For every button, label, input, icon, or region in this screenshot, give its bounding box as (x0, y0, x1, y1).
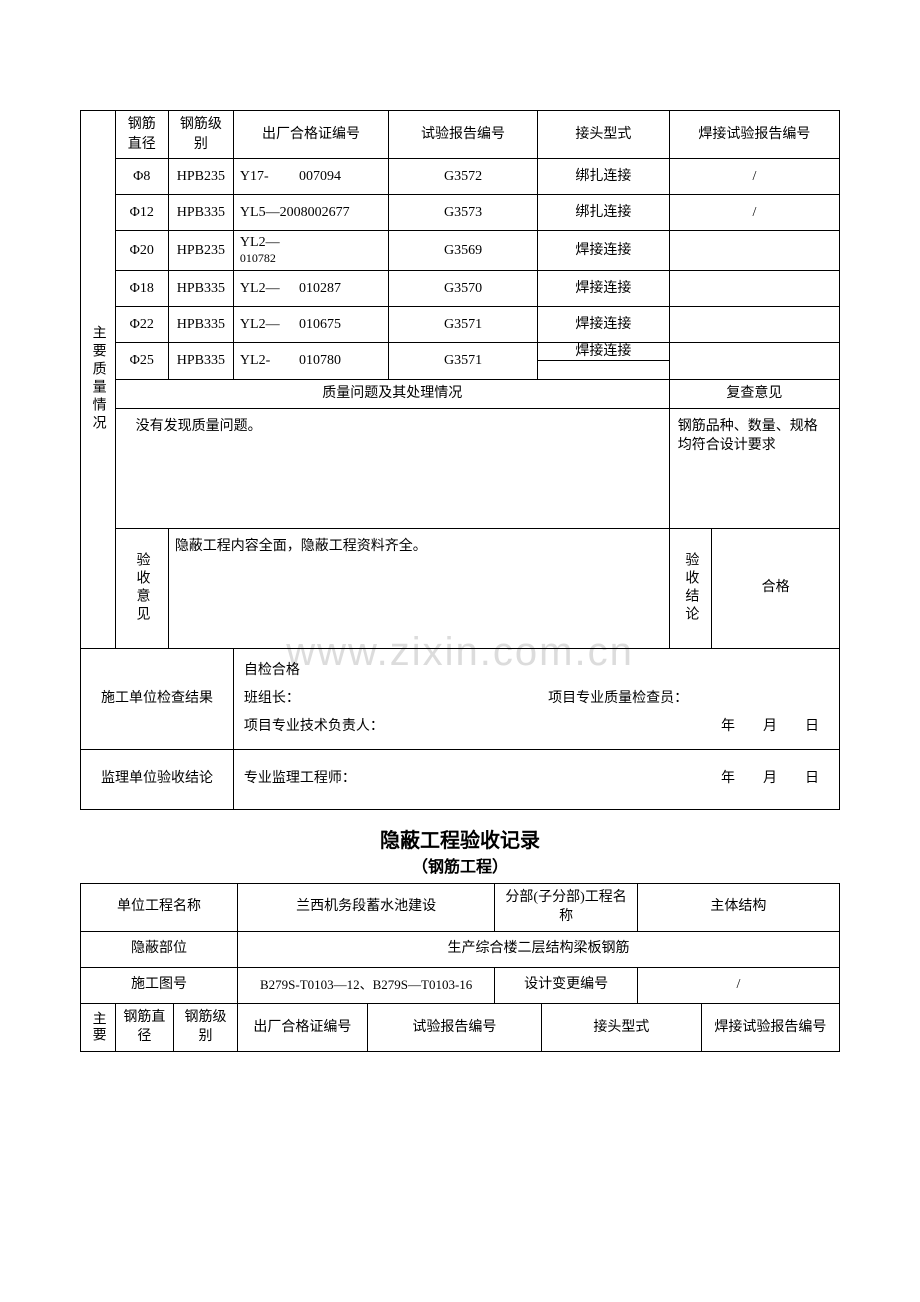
issue-header: 质量问题及其处理情况 (115, 379, 669, 408)
t2-r3c3: 设计变更编号 (495, 967, 638, 1003)
cell: HPB335 (168, 270, 233, 306)
t2-r1c4: 主体结构 (637, 883, 839, 931)
cell: 绑扎连接 (537, 195, 669, 231)
col-diameter: 钢筋直径 (115, 111, 168, 159)
cell: HPB335 (168, 342, 233, 379)
review-header: 复查意见 (669, 379, 839, 408)
data-row: Φ25 HPB335 YL2- 010780 G3571 焊接连接 (81, 342, 840, 379)
sig2-label: 监理单位验收结论 (81, 749, 234, 809)
sig2-body: 专业监理工程师：年 月 日 (233, 749, 839, 809)
t2-r1c2: 兰西机务段蓄水池建设 (237, 883, 494, 931)
data-row: Φ22 HPB335 YL2— 010675 G3571 焊接连接 (81, 306, 840, 342)
cell (669, 270, 839, 306)
col-joint: 接头型式 (537, 111, 669, 159)
cell: Φ12 (115, 195, 168, 231)
cell: YL5—2008002677 (233, 195, 388, 231)
col-weld: 焊接试验报告编号 (669, 111, 839, 159)
opinion-text: 隐蔽工程内容全面，隐蔽工程资料齐全。 (168, 528, 669, 648)
cell: YL2—010782 (233, 231, 293, 271)
data-row: Φ18 HPB335 YL2— 010287 G3570 焊接连接 (81, 270, 840, 306)
side-label-opinion: 验收意见 (115, 528, 168, 648)
info-table: 单位工程名称 兰西机务段蓄水池建设 分部(子分部)工程名称 主体结构 隐蔽部位 … (80, 883, 840, 1052)
doc-subtitle: （钢筋工程） (80, 853, 840, 877)
cell: / (669, 195, 839, 231)
quality-table: 主要质量情况 钢筋直径 钢筋级别 出厂合格证编号 试验报告编号 接头型式 焊接试… (80, 110, 840, 810)
t2-h1: 钢筋直径 (115, 1003, 173, 1051)
cell (669, 342, 839, 379)
cell: 焊接连接 (537, 342, 669, 379)
side-label-quality: 主要质量情况 (81, 111, 116, 649)
col-grade: 钢筋级别 (168, 111, 233, 159)
sig1-label: 施工单位检查结果 (81, 648, 234, 749)
cell: 绑扎连接 (537, 159, 669, 195)
t2-r2c2: 生产综合楼二层结构梁板钢筋 (237, 931, 839, 967)
cell: 焊接连接 (537, 306, 669, 342)
cell: HPB235 (168, 159, 233, 195)
cell: 焊接连接 (537, 231, 669, 271)
conclusion-label: 验收结论 (669, 528, 712, 648)
cell: Φ25 (115, 342, 168, 379)
cell: YL2— (233, 306, 293, 342)
cell (293, 231, 389, 271)
cell: HPB335 (168, 306, 233, 342)
sig1-body: 自检合格 班组长：项目专业质量检查员： 项目专业技术负责人：年 月 日 (233, 648, 839, 749)
cell: Φ22 (115, 306, 168, 342)
cell: Y17- (233, 159, 293, 195)
cell: 焊接连接 (537, 270, 669, 306)
cell: Φ18 (115, 270, 168, 306)
cell: 007094 (293, 159, 389, 195)
t2-h4: 试验报告编号 (367, 1003, 541, 1051)
t2-r1c1: 单位工程名称 (81, 883, 238, 931)
t2-side: 主要 (81, 1003, 116, 1051)
issue-text: 没有发现质量问题。 (115, 408, 669, 528)
data-row: Φ12 HPB335 YL5—2008002677 G3573 绑扎连接 / (81, 195, 840, 231)
cell: G3569 (389, 231, 538, 271)
cell: G3572 (389, 159, 538, 195)
cell: G3571 (389, 306, 538, 342)
review-text: 钢筋品种、数量、规格均符合设计要求 (669, 408, 839, 528)
cell: HPB335 (168, 195, 233, 231)
t2-r2c1: 隐蔽部位 (81, 931, 238, 967)
col-report: 试验报告编号 (389, 111, 538, 159)
conclusion-value: 合格 (712, 528, 840, 648)
cell: 010675 (293, 306, 389, 342)
cell: Φ8 (115, 159, 168, 195)
cell (669, 306, 839, 342)
doc-title: 隐蔽工程验收记录 (80, 824, 840, 853)
cell: 010287 (293, 270, 389, 306)
t2-r1c3: 分部(子分部)工程名称 (495, 883, 638, 931)
cell: Φ20 (115, 231, 168, 271)
cell: G3573 (389, 195, 538, 231)
cell: / (669, 159, 839, 195)
cell: G3571 (389, 342, 538, 379)
t2-r3c2: B279S-T0103—12、B279S—T0103-16 (237, 967, 494, 1003)
cell (669, 231, 839, 271)
t2-h3: 出厂合格证编号 (237, 1003, 367, 1051)
data-row: Φ8 HPB235 Y17- 007094 G3572 绑扎连接 / (81, 159, 840, 195)
cell: 010780 (293, 342, 389, 379)
data-row: Φ20 HPB235 YL2—010782 G3569 焊接连接 (81, 231, 840, 271)
cell: YL2— (233, 270, 293, 306)
col-cert: 出厂合格证编号 (233, 111, 388, 159)
t2-r3c4: / (637, 967, 839, 1003)
t2-h6: 焊接试验报告编号 (701, 1003, 839, 1051)
t2-h2: 钢筋级别 (174, 1003, 238, 1051)
cell: YL2- (233, 342, 293, 379)
cell: G3570 (389, 270, 538, 306)
t2-r3c1: 施工图号 (81, 967, 238, 1003)
cell: HPB235 (168, 231, 233, 271)
t2-h5: 接头型式 (542, 1003, 702, 1051)
